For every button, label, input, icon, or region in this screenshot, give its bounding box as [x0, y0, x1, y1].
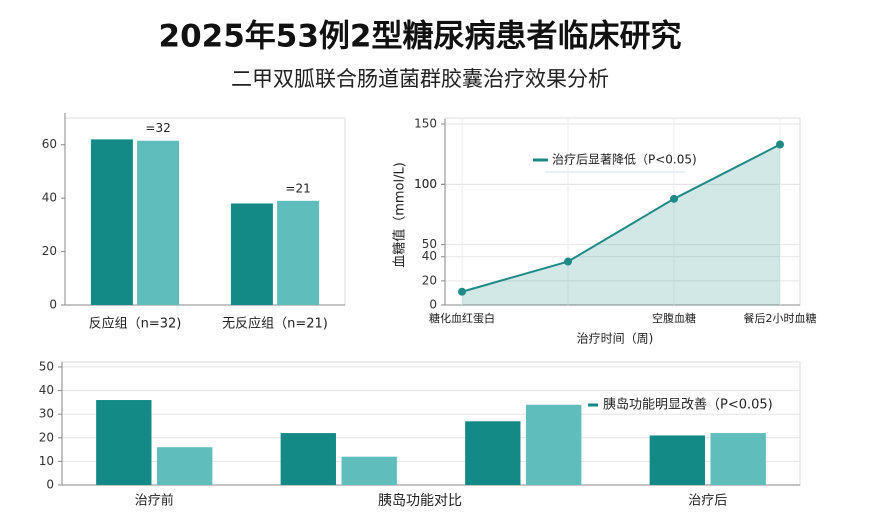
- y-tick-label: 50: [39, 360, 54, 374]
- y-tick-label: 100: [414, 177, 437, 191]
- y-tick-label: 40: [42, 191, 57, 205]
- x-axis-label: 治疗时间（周): [577, 332, 654, 346]
- y-tick-label: 150: [414, 117, 437, 131]
- x-axis-label: 胰岛功能对比: [378, 493, 462, 509]
- y-tick-label: 0: [46, 478, 54, 492]
- x-tick-label: 治疗后: [688, 494, 727, 509]
- bar: [157, 447, 213, 485]
- y-tick-label: 0: [49, 298, 57, 312]
- bar: [280, 433, 336, 485]
- bar: [710, 433, 766, 485]
- y-tick-label: 20: [422, 273, 437, 287]
- point: [564, 257, 572, 266]
- point: [776, 140, 784, 149]
- annotation: 胰岛功能明显改善（P<0.05): [603, 397, 773, 413]
- bar: [465, 421, 521, 485]
- bar: [96, 400, 152, 485]
- y-tick-label: 10: [39, 454, 54, 468]
- x-tick-label: 反应组（n=32): [89, 316, 182, 332]
- bar: [90, 139, 133, 305]
- x-tick-label: 无反应组（n=21): [222, 316, 328, 332]
- y-tick-label: 40: [39, 383, 54, 397]
- area: [462, 144, 780, 305]
- annotation: =32: [145, 121, 170, 135]
- point: [458, 287, 466, 296]
- annotation: =21: [285, 181, 310, 195]
- legend-label: 治疗后显著降低（P<0.05): [552, 153, 697, 167]
- bar: [526, 404, 582, 485]
- page-subtitle: 二甲双胍联合肠道菌群胶囊治疗效果分析: [231, 67, 609, 91]
- bar: [230, 203, 273, 305]
- bar: [277, 200, 320, 305]
- y-tick-label: 0: [429, 298, 437, 312]
- y-axis-label: 血糖值（mmol/L): [392, 162, 408, 268]
- bar: [649, 435, 705, 485]
- point: [670, 194, 678, 203]
- x-tick-label: 糖化血红蛋白: [429, 311, 495, 325]
- x-tick-label: 治疗前: [135, 493, 174, 509]
- bar: [341, 456, 397, 485]
- y-tick-label: 30: [39, 407, 54, 421]
- y-tick-label: 60: [42, 137, 57, 151]
- x-tick-label: 餐后2小时血糖: [744, 311, 817, 325]
- y-tick-label: 100: [414, 177, 437, 191]
- line: [461, 143, 781, 293]
- bar: [137, 140, 180, 305]
- page-title: 2025年53例2型糖尿病患者临床研究: [159, 19, 682, 55]
- y-tick-label: 20: [39, 430, 54, 444]
- y-tick-label: 40: [422, 249, 437, 263]
- y-tick-label: 50: [422, 237, 437, 251]
- x-tick-label: 空腹血糖: [652, 311, 696, 325]
- y-tick-label: 20: [42, 244, 57, 258]
